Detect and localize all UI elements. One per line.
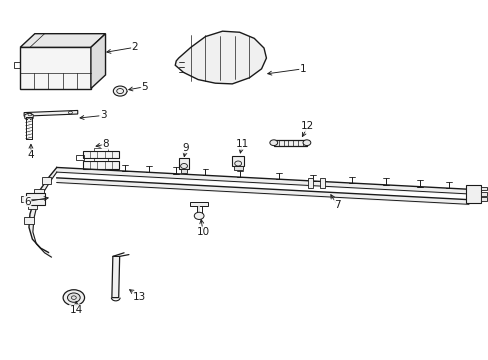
Circle shape (234, 161, 241, 166)
Polygon shape (20, 34, 105, 47)
Text: 12: 12 (301, 121, 314, 131)
Polygon shape (34, 189, 43, 196)
Text: 14: 14 (69, 305, 83, 315)
Polygon shape (24, 217, 34, 224)
Polygon shape (175, 31, 266, 84)
Polygon shape (320, 178, 325, 188)
Circle shape (113, 86, 127, 96)
Polygon shape (112, 256, 120, 298)
Polygon shape (480, 192, 486, 195)
Circle shape (269, 140, 277, 145)
Circle shape (67, 293, 80, 302)
Text: 13: 13 (133, 292, 146, 302)
Polygon shape (480, 197, 486, 201)
Polygon shape (20, 47, 91, 89)
Polygon shape (178, 158, 189, 168)
Polygon shape (233, 166, 242, 170)
Polygon shape (273, 140, 306, 145)
Text: 10: 10 (196, 227, 209, 237)
Text: 7: 7 (333, 200, 340, 210)
Polygon shape (466, 185, 480, 203)
Polygon shape (307, 178, 312, 188)
Polygon shape (25, 113, 33, 120)
Polygon shape (26, 193, 44, 206)
Text: 8: 8 (102, 139, 109, 149)
Polygon shape (21, 196, 26, 202)
Text: 4: 4 (27, 150, 34, 160)
Text: 2: 2 (131, 42, 138, 52)
Polygon shape (91, 34, 105, 89)
Circle shape (194, 212, 203, 220)
Text: 9: 9 (183, 143, 189, 153)
Polygon shape (82, 161, 119, 168)
Polygon shape (82, 150, 119, 158)
Polygon shape (27, 202, 37, 210)
Polygon shape (480, 186, 486, 190)
Circle shape (180, 163, 187, 168)
Polygon shape (41, 177, 51, 184)
Text: 1: 1 (299, 64, 305, 74)
Polygon shape (24, 111, 78, 116)
Circle shape (303, 140, 310, 145)
Text: 11: 11 (235, 139, 248, 149)
Polygon shape (180, 168, 187, 173)
Polygon shape (190, 202, 207, 206)
Text: 5: 5 (141, 82, 147, 92)
Polygon shape (29, 167, 57, 257)
Polygon shape (232, 156, 244, 166)
Text: 6: 6 (24, 197, 31, 207)
Circle shape (63, 290, 84, 306)
Text: 3: 3 (100, 111, 106, 121)
